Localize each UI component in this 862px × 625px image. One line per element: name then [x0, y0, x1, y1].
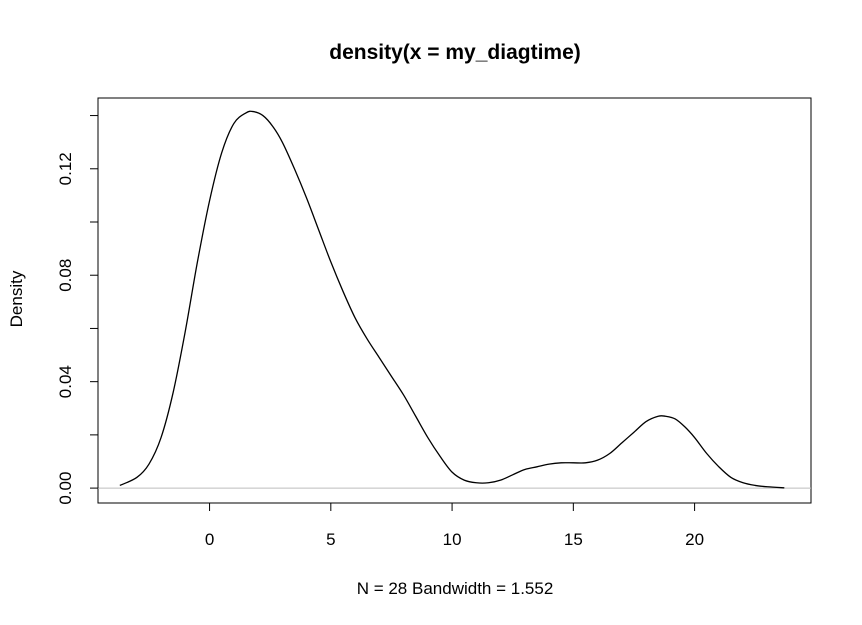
- x-axis: 0 5 10 15 20: [205, 502, 704, 549]
- plot-region-border: [97, 97, 812, 504]
- y-tick-label: 0.04: [56, 365, 75, 398]
- x-tick-label: 5: [326, 530, 335, 549]
- x-tick-label: 20: [685, 530, 704, 549]
- x-tick-label: 10: [443, 530, 462, 549]
- x-tick-label: 0: [205, 530, 214, 549]
- series-layer: [119, 110, 785, 489]
- y-tick-label: 0.00: [56, 472, 75, 505]
- chart-title: density(x = my_diagtime): [329, 41, 581, 64]
- y-axis: 0.00 0.04 0.08 0.12: [56, 115, 99, 505]
- x-axis-label: N = 28 Bandwidth = 1.552: [357, 579, 554, 598]
- density-curve: [119, 110, 785, 489]
- x-tick-label: 15: [564, 530, 583, 549]
- y-tick-label: 0.08: [56, 259, 75, 292]
- y-tick-label: 0.12: [56, 152, 75, 185]
- y-axis-label: Density: [7, 270, 26, 327]
